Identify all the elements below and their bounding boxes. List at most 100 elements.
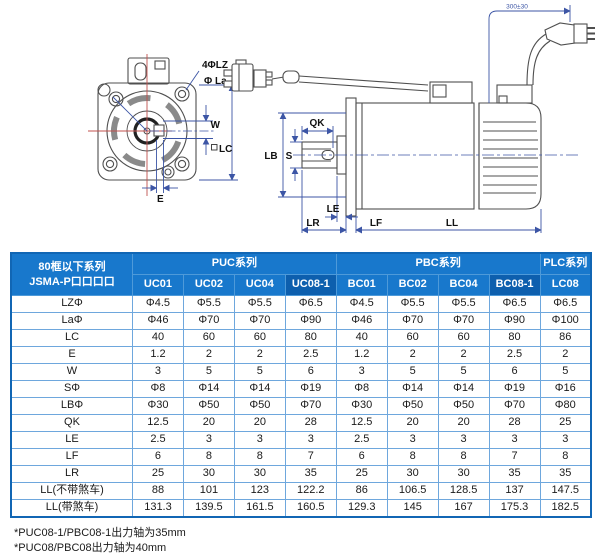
value-cell: Φ8: [132, 380, 184, 398]
value-cell: Φ100: [539, 312, 592, 330]
flange-slots: [111, 95, 183, 167]
value-cell: 2.5: [132, 431, 184, 449]
key-width-dim-label: W: [211, 120, 221, 131]
value-cell: 86: [539, 329, 592, 347]
table-row: E 1.2 2 2 2.5 1.2 2 2 2.5 2: [10, 346, 592, 364]
value-cell: Φ90: [284, 312, 337, 330]
rear-housing: [478, 102, 542, 210]
value-cell: 5: [233, 363, 286, 381]
value-cell: Φ19: [488, 380, 541, 398]
value-cell: 35: [539, 465, 592, 483]
value-cell: 2: [182, 346, 235, 364]
value-cell: 175.3: [488, 499, 541, 518]
value-cell: 60: [437, 329, 490, 347]
row-label: LC: [10, 329, 133, 347]
front-view-dimensions: [142, 70, 238, 193]
table-row: LaΦ Φ46 Φ70 Φ70 Φ90 Φ46 Φ70 Φ70 Φ90 Φ100: [10, 312, 592, 330]
value-cell: 30: [182, 465, 235, 483]
table-row: QK 12.5 20 20 28 12.5 20 20 28 25: [10, 414, 592, 432]
value-cell: 128.5: [437, 482, 490, 500]
row-label: W: [10, 363, 133, 381]
series-group-header: PUC系列: [132, 252, 337, 275]
model-header: BC08-1: [488, 274, 541, 296]
row-label: LZΦ: [10, 295, 133, 313]
value-cell: 6: [335, 448, 388, 466]
value-cell: 8: [233, 448, 286, 466]
table-row: LE 2.5 3 3 3 2.5 3 3 3 3: [10, 431, 592, 449]
footnotes: *PUC08-1/PBC08-1出力轴为35mm *PUC08/PBC08出力轴…: [14, 526, 600, 556]
encoder-pigtail-connector: [223, 59, 429, 92]
key-offset-dim-label: E: [157, 194, 164, 205]
value-cell: 122.2: [284, 482, 337, 500]
value-cell: Φ4.5: [335, 295, 388, 313]
value-cell: Φ14: [437, 380, 490, 398]
header-group-row: 80框以下系列 JSMA-P口口口口 PUC系列 PBC系列 PLC系列: [10, 252, 592, 296]
value-cell: 167: [437, 499, 490, 518]
row-label: LBΦ: [10, 397, 133, 415]
value-cell: 8: [182, 448, 235, 466]
value-cell: Φ6.5: [284, 295, 337, 313]
ll-dim-label: LL: [446, 218, 458, 229]
row-label: QK: [10, 414, 133, 432]
value-cell: 30: [437, 465, 490, 483]
value-cell: Φ6.5: [488, 295, 541, 313]
value-cell: 2: [539, 346, 592, 364]
le-dim-label: LE: [327, 204, 340, 215]
row-label: LaΦ: [10, 312, 133, 330]
value-cell: 88: [132, 482, 184, 500]
value-cell: 35: [284, 465, 337, 483]
value-cell: 1.2: [335, 346, 388, 364]
value-cell: Φ70: [233, 312, 286, 330]
value-cell: 2.5: [335, 431, 388, 449]
value-cell: 25: [539, 414, 592, 432]
cooling-fins: [483, 121, 538, 194]
value-cell: 20: [437, 414, 490, 432]
value-cell: 6: [488, 363, 541, 381]
model-header: UC02: [182, 274, 235, 296]
model-header: UC04: [233, 274, 286, 296]
value-cell: 106.5: [386, 482, 439, 500]
value-cell: 8: [386, 448, 439, 466]
flange-side: [345, 97, 357, 217]
la-leader-line: [112, 96, 148, 132]
value-cell: Φ5.5: [233, 295, 286, 313]
value-cell: 182.5: [539, 499, 592, 518]
value-cell: 60: [182, 329, 235, 347]
frame-dim-label: LC: [219, 144, 232, 155]
model-header: UC08-1: [284, 274, 337, 296]
value-cell: Φ5.5: [182, 295, 235, 313]
value-cell: Φ70: [488, 397, 541, 415]
model-header: UC01: [132, 274, 184, 296]
power-connector-box: [496, 84, 533, 104]
value-cell: Φ50: [182, 397, 235, 415]
pilot-dia-dim-label: Φ La: [204, 76, 227, 87]
value-cell: Φ50: [437, 397, 490, 415]
model-header: BC02: [386, 274, 439, 296]
value-cell: 7: [284, 448, 337, 466]
row-label: LL(不带煞车): [10, 482, 133, 500]
value-cell: 137: [488, 482, 541, 500]
value-cell: 161.5: [233, 499, 286, 518]
value-cell: 25: [335, 465, 388, 483]
value-cell: 8: [437, 448, 490, 466]
value-cell: Φ70: [182, 312, 235, 330]
value-cell: Φ14: [182, 380, 235, 398]
value-cell: Φ19: [284, 380, 337, 398]
key-length-dim-label: QK: [310, 118, 326, 129]
value-cell: 30: [386, 465, 439, 483]
value-cell: 30: [233, 465, 286, 483]
value-cell: Φ90: [488, 312, 541, 330]
bolt-holes: [97, 83, 190, 179]
value-cell: 20: [386, 414, 439, 432]
lr-dim-label: LR: [306, 218, 320, 229]
spec-table-header: 80框以下系列 JSMA-P口口口口 PUC系列 PBC系列 PLC系列 UC01 UC02…: [10, 252, 592, 296]
power-cable: [526, 33, 547, 86]
value-cell: 129.3: [335, 499, 388, 518]
value-cell: 6: [284, 363, 337, 381]
terminal-box: [127, 57, 170, 85]
model-header: BC01: [335, 274, 388, 296]
motor-dimension-drawing: 4ΦLZ Φ La W LC E: [88, 4, 595, 234]
table-row: LZΦ Φ4.5 Φ5.5 Φ5.5 Φ6.5 Φ4.5 Φ5.5 Φ5.5 Φ6.5 Φ6.5: [10, 295, 592, 313]
corner-header: 80框以下系列 JSMA-P口口口口: [10, 252, 133, 296]
